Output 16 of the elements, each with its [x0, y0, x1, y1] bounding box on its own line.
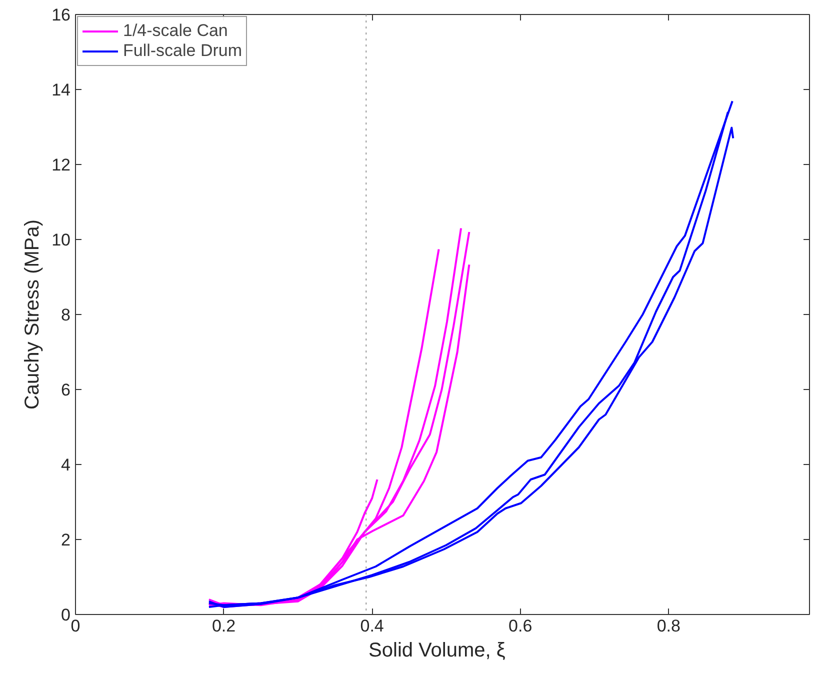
x-axis-title: Solid Volume, ξ [368, 640, 506, 662]
x-tick-label: 0.2 [212, 616, 236, 636]
y-tick-label: 10 [52, 230, 71, 250]
x-tick-label: 0.4 [360, 616, 384, 636]
y-tick-label: 6 [61, 380, 71, 400]
legend-label: Full-scale Drum [123, 41, 242, 61]
y-tick-label: 12 [52, 156, 71, 174]
y-tick-label: 8 [61, 306, 71, 324]
y-tick-label: 2 [61, 530, 71, 550]
x-tick-label: 0.6 [508, 616, 532, 636]
y-tick-label: 4 [61, 456, 71, 474]
y-tick-label: 16 [52, 6, 71, 24]
legend-label: 1/4-scale Can [123, 21, 228, 41]
x-tick-label: 0.8 [656, 616, 680, 636]
y-tick-label: 14 [52, 80, 71, 100]
y-axis-title: Cauchy Stress (MPa) [22, 219, 44, 410]
